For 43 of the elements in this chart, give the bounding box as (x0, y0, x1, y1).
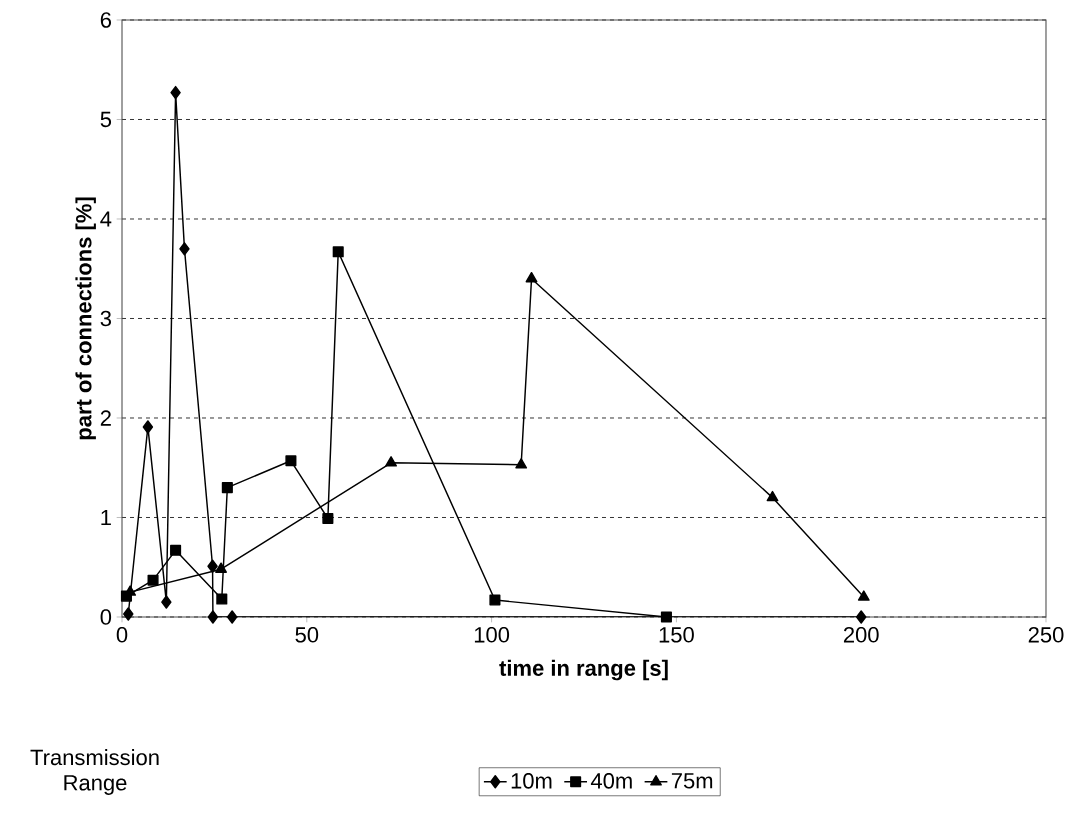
point (515, 458, 528, 469)
y-tick-label: 6 (100, 12, 111, 28)
point (766, 490, 779, 502)
point (179, 242, 190, 256)
point (221, 482, 233, 494)
point (170, 85, 181, 100)
x-tick-label: 200 (843, 627, 879, 643)
y-tick-label: 4 (100, 211, 112, 227)
legend-label: 10m (511, 773, 552, 789)
y-tick-label: 0 (100, 609, 112, 625)
point (322, 512, 334, 525)
point (226, 610, 238, 624)
point (147, 574, 159, 586)
x-tick-label: 100 (474, 627, 510, 643)
point (142, 420, 154, 434)
legend-title: Transmission Range (30, 749, 159, 795)
point (285, 455, 297, 467)
x-tick-label: 250 (1028, 627, 1064, 643)
point (215, 562, 227, 573)
point (332, 246, 344, 258)
point (207, 559, 218, 573)
x-tick-label: 150 (659, 627, 694, 643)
y-tick-label: 5 (100, 111, 112, 128)
x-tick-label: 0 (116, 627, 128, 643)
y-tick-label: 1 (101, 509, 111, 526)
y-tick-label: 3 (100, 310, 111, 327)
point (660, 611, 672, 623)
point (489, 594, 501, 606)
x-tick-label: 50 (295, 627, 319, 643)
point (170, 544, 182, 556)
point (161, 595, 172, 609)
point (207, 610, 219, 624)
x-axis-title: time in range [s] (499, 659, 668, 681)
y-tick-label: 2 (100, 410, 111, 426)
legend-label: 40m (590, 773, 632, 789)
point (855, 610, 867, 624)
point (525, 271, 538, 283)
point (123, 607, 134, 621)
y-axis-title: part of connections [%] (75, 197, 96, 440)
point (385, 456, 398, 467)
legend-label: 75m (671, 773, 713, 789)
point (857, 590, 870, 601)
point (216, 593, 228, 605)
